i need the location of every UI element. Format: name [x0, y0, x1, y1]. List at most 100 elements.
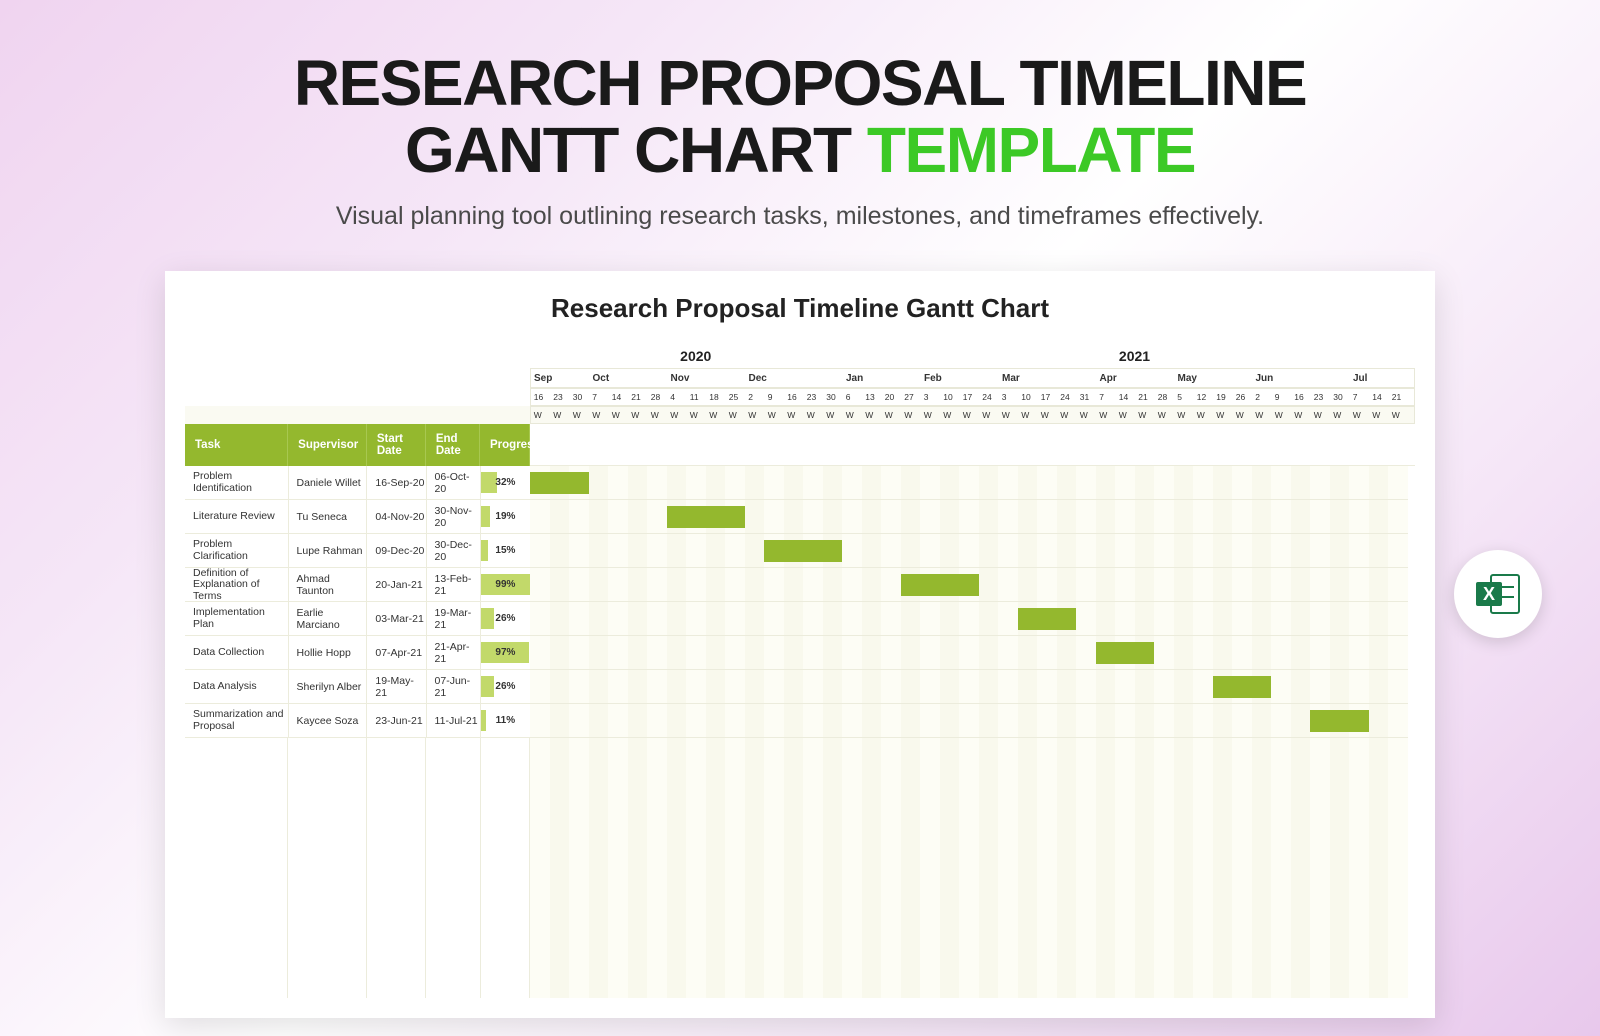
week-marker: W: [1177, 410, 1197, 420]
task-cell: Implementation Plan: [185, 602, 289, 636]
day-label: 20: [885, 392, 905, 402]
progress-cell: 19%: [481, 500, 530, 534]
day-label: 5: [1177, 392, 1197, 402]
week-marker: W: [1197, 410, 1217, 420]
start-cell: 20-Jan-21: [367, 568, 426, 602]
day-label: 9: [768, 392, 788, 402]
week-header-row: WWWWWWWWWWWWWWWWWWWWWWWWWWWWWWWWWWWWWWWW…: [185, 406, 1415, 424]
week-marker: W: [1138, 410, 1158, 420]
column-header-progress: Progress: [480, 424, 530, 466]
end-cell: 13-Feb-21: [427, 568, 481, 602]
task-cell: Summarization and Proposal: [185, 704, 289, 738]
day-label: 30: [1333, 392, 1353, 402]
week-marker: W: [1392, 410, 1412, 420]
month-header-row: SepOctNovDecJanFebMarAprMayJunJul: [185, 368, 1415, 388]
week-marker: W: [1080, 410, 1100, 420]
year-label: 2021: [862, 344, 1408, 368]
week-marker: W: [1099, 410, 1119, 420]
end-cell: 11-Jul-21: [427, 704, 481, 738]
empty-rows: [185, 738, 1415, 998]
day-label: 17: [963, 392, 983, 402]
progress-cell: 99%: [481, 568, 530, 602]
day-label: 18: [709, 392, 729, 402]
table-row: Problem ClarificationLupe Rahman09-Dec-2…: [185, 534, 1415, 568]
week-marker: W: [670, 410, 690, 420]
day-label: 23: [1314, 392, 1334, 402]
week-marker: W: [1275, 410, 1295, 420]
day-label: 16: [787, 392, 807, 402]
week-marker: W: [904, 410, 924, 420]
page-subtitle: Visual planning tool outlining research …: [336, 202, 1264, 231]
week-marker: W: [963, 410, 983, 420]
start-cell: 04-Nov-20: [367, 500, 426, 534]
week-marker: W: [924, 410, 944, 420]
week-marker: W: [612, 410, 632, 420]
column-header-start: Start Date: [367, 424, 426, 466]
day-label: 16: [534, 392, 554, 402]
gantt-sheet: Research Proposal Timeline Gantt Chart 2…: [165, 271, 1435, 1018]
day-label: 23: [807, 392, 827, 402]
gantt-bar: [1096, 642, 1155, 664]
supervisor-cell: Tu Seneca: [289, 500, 368, 534]
end-cell: 21-Apr-21: [427, 636, 481, 670]
title-line-2: GANTT CHART TEMPLATE: [294, 117, 1306, 184]
table-row: Implementation PlanEarlie Marciano03-Mar…: [185, 602, 1415, 636]
start-cell: 09-Dec-20: [367, 534, 426, 568]
end-cell: 06-Oct-20: [427, 466, 481, 500]
supervisor-cell: Ahmad Taunton: [289, 568, 368, 602]
month-label: Mar: [1002, 373, 1100, 384]
month-label: Sep: [534, 373, 593, 384]
week-marker: W: [534, 410, 554, 420]
supervisor-cell: Sherilyn Alber: [289, 670, 368, 704]
month-label: Jan: [846, 373, 924, 384]
month-label: Jun: [1256, 373, 1354, 384]
day-label: 21: [1138, 392, 1158, 402]
week-marker: W: [807, 410, 827, 420]
day-label: 7: [1099, 392, 1119, 402]
week-marker: W: [729, 410, 749, 420]
column-header-task: Task: [185, 424, 288, 466]
week-marker: W: [787, 410, 807, 420]
day-label: 13: [865, 392, 885, 402]
month-label: Dec: [749, 373, 847, 384]
end-cell: 07-Jun-21: [427, 670, 481, 704]
task-cell: Problem Identification: [185, 466, 289, 500]
supervisor-cell: Daniele Willet: [289, 466, 368, 500]
start-cell: 07-Apr-21: [367, 636, 426, 670]
end-cell: 30-Dec-20: [427, 534, 481, 568]
gantt-chart: 20202021 SepOctNovDecJanFebMarAprMayJunJ…: [185, 344, 1415, 998]
day-label: 16: [1294, 392, 1314, 402]
week-marker: W: [943, 410, 963, 420]
year-label: 2020: [530, 344, 862, 368]
table-row: Data AnalysisSherilyn Alber19-May-2107-J…: [185, 670, 1415, 704]
day-label: 10: [1021, 392, 1041, 402]
day-label: 21: [1392, 392, 1412, 402]
progress-cell: 11%: [481, 704, 530, 738]
day-label: 14: [1372, 392, 1392, 402]
day-label: 9: [1275, 392, 1295, 402]
excel-badge[interactable]: X: [1454, 550, 1542, 638]
day-label: 21: [631, 392, 651, 402]
day-label: 4: [670, 392, 690, 402]
task-cell: Problem Clarification: [185, 534, 289, 568]
month-label: Apr: [1100, 373, 1178, 384]
day-label: 26: [1236, 392, 1256, 402]
week-marker: W: [592, 410, 612, 420]
supervisor-cell: Hollie Hopp: [289, 636, 368, 670]
gantt-bar: [764, 540, 842, 562]
day-label: 3: [1002, 392, 1022, 402]
day-label: 24: [982, 392, 1002, 402]
month-label: Nov: [671, 373, 749, 384]
year-header-row: 20202021: [185, 344, 1415, 368]
week-marker: W: [865, 410, 885, 420]
week-marker: W: [1021, 410, 1041, 420]
week-marker: W: [573, 410, 593, 420]
week-marker: W: [1255, 410, 1275, 420]
day-label: 3: [924, 392, 944, 402]
day-label: 12: [1197, 392, 1217, 402]
day-label: 24: [1060, 392, 1080, 402]
start-cell: 03-Mar-21: [367, 602, 426, 636]
day-label: 2: [748, 392, 768, 402]
week-marker: W: [553, 410, 573, 420]
supervisor-cell: Kaycee Soza: [289, 704, 368, 738]
